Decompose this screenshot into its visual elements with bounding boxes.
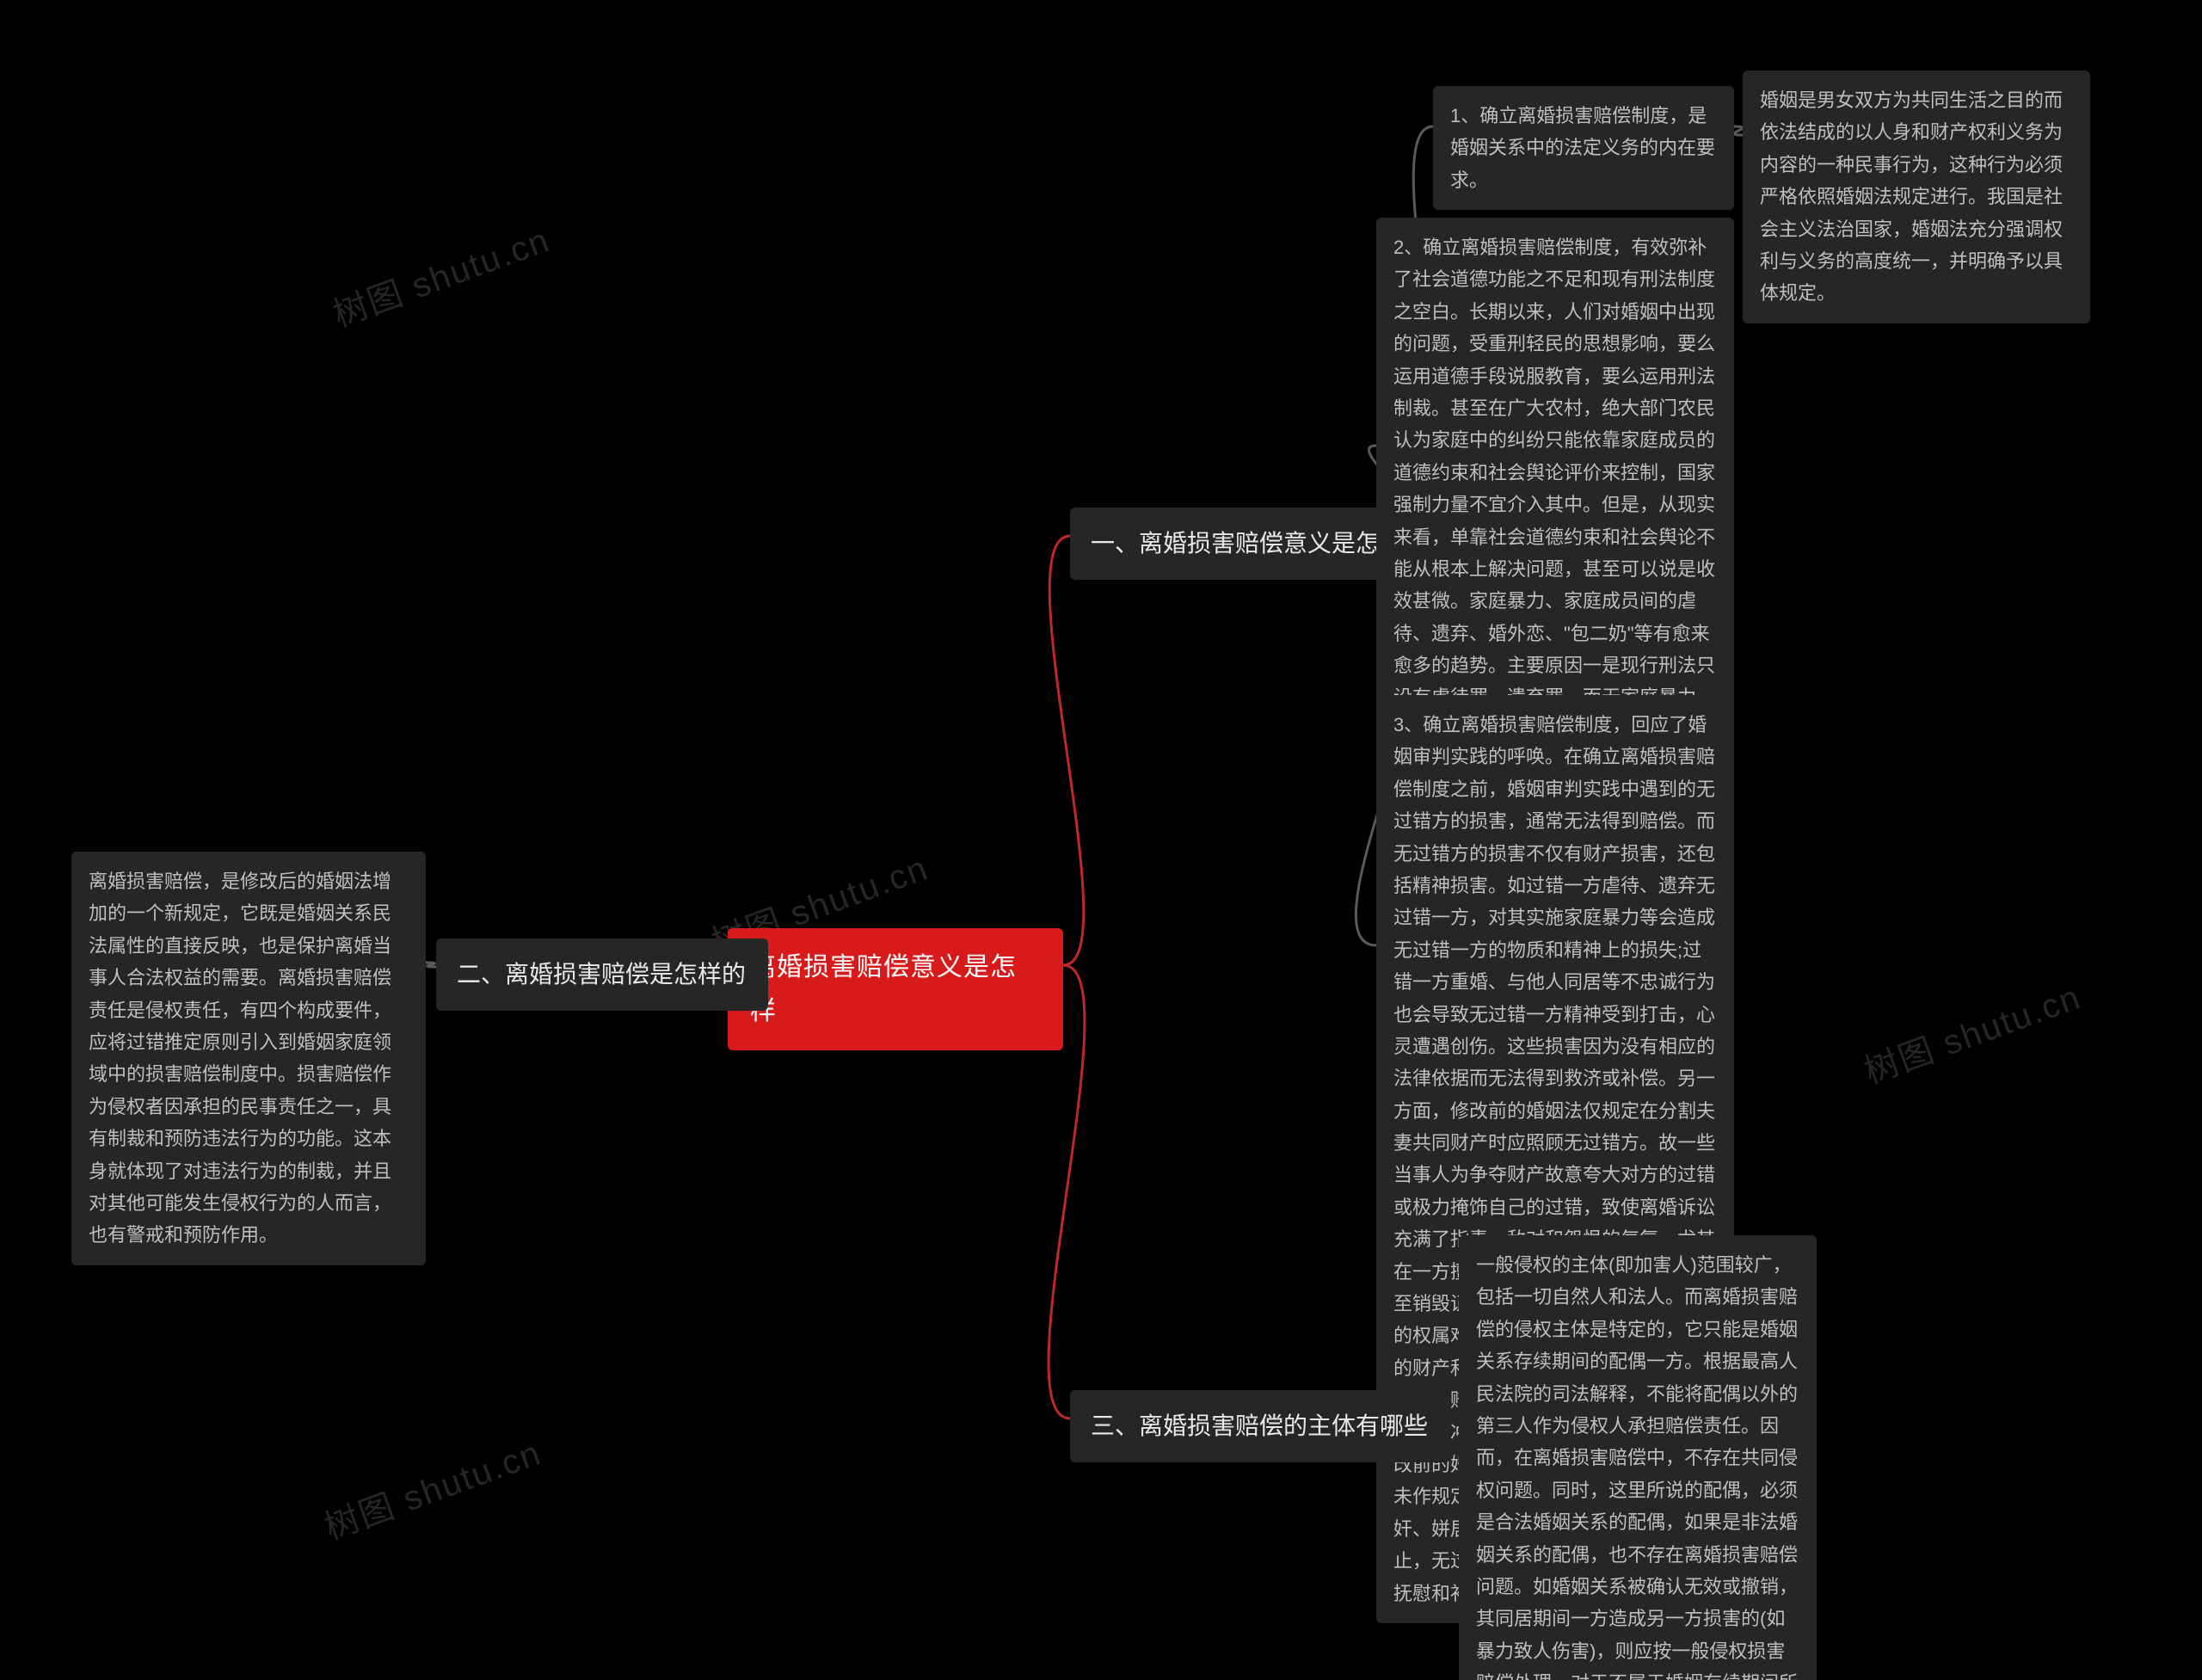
leaf-node-3a[interactable]: 一般侵权的主体(即加害人)范围较广，包括一切自然人和法人。而离婚损害赔偿的侵权主… <box>1459 1235 1817 1680</box>
root-node[interactable]: 离婚损害赔偿意义是怎样 <box>728 928 1063 1050</box>
leaf-node-1a-sub[interactable]: 婚姻是男女双方为共同生活之目的而依法结成的以人身和财产权利义务为内容的一种民事行… <box>1743 71 2090 323</box>
leaf-node-2a[interactable]: 离婚损害赔偿，是修改后的婚姻法增加的一个新规定，它既是婚姻关系民法属性的直接反映… <box>71 852 426 1265</box>
watermark: 树图 shutu.cn <box>325 212 556 337</box>
leaf-node-1a[interactable]: 1、确立离婚损害赔偿制度，是婚姻关系中的法定义务的内在要求。 <box>1433 86 1734 210</box>
watermark: 树图 shutu.cn <box>317 1425 547 1550</box>
branch-node-1[interactable]: 一、离婚损害赔偿意义是怎样 <box>1070 508 1426 580</box>
watermark: 树图 shutu.cn <box>1856 969 2087 1094</box>
branch-node-2[interactable]: 二、离婚损害赔偿是怎样的 <box>436 938 768 1011</box>
mindmap-canvas: 树图 shutu.cn 树图 shutu.cn 树图 shutu.cn 树图 s… <box>0 0 2202 1680</box>
branch-node-3[interactable]: 三、离婚损害赔偿的主体有哪些 <box>1070 1390 1450 1462</box>
